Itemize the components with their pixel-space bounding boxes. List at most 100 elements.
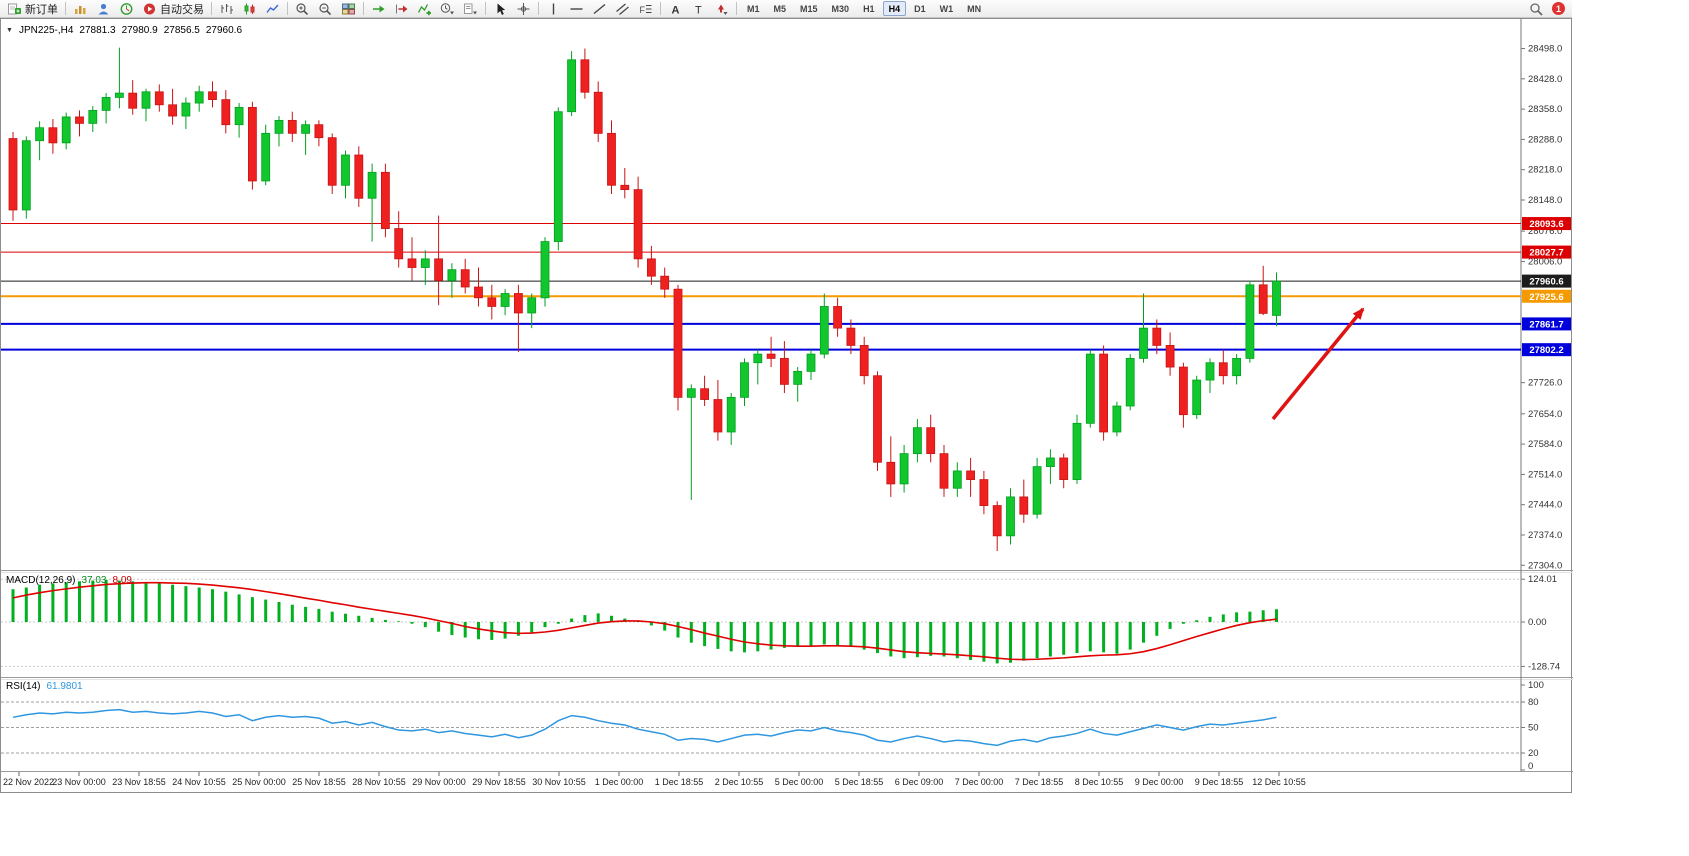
chart-shift-button[interactable] xyxy=(390,1,413,17)
autotrading-icon xyxy=(142,2,157,16)
profiles-icon xyxy=(96,2,111,16)
main-toolbar: 新订单 自动交易 F A T M1 M5 M15 M30 H1 H4 D1 W1 MN 1 xyxy=(0,0,1572,18)
horizontal-line-icon xyxy=(569,2,584,16)
svg-text:25 Nov 18:55: 25 Nov 18:55 xyxy=(292,777,346,787)
autotrading-button-label: 自动交易 xyxy=(160,3,204,16)
timeframe-w1[interactable]: W1 xyxy=(939,3,954,14)
new-order-icon xyxy=(7,2,22,16)
toolbar-separator xyxy=(538,2,539,15)
chart-window: 28498.0 28428.0 28358.0 28288.0 28218.0 28148… xyxy=(0,18,1573,794)
vertical-line-icon xyxy=(546,2,561,16)
svg-text:25 Nov 00:00: 25 Nov 00:00 xyxy=(232,777,286,787)
timeframe-m30[interactable]: M30 xyxy=(831,3,850,14)
svg-text:27925.6: 27925.6 xyxy=(1529,292,1563,303)
arrows-icon xyxy=(714,2,729,16)
level-line-28027.7[interactable]: 28027.7 xyxy=(1,245,1571,259)
svg-text:F: F xyxy=(640,5,646,15)
svg-text:100: 100 xyxy=(1528,680,1544,691)
periods-button[interactable] xyxy=(436,1,459,17)
svg-text:8 Dec 10:55: 8 Dec 10:55 xyxy=(1075,777,1124,787)
svg-text:0: 0 xyxy=(1528,761,1533,772)
new-chart-button[interactable] xyxy=(69,1,92,17)
arrows-button[interactable] xyxy=(710,1,733,17)
tile-windows-icon xyxy=(341,2,356,16)
svg-text:1 Dec 18:55: 1 Dec 18:55 xyxy=(655,777,704,787)
mt4-terminal: 新订单 自动交易 F A T M1 M5 M15 M30 H1 H4 D1 W1 MN 1 28498.0 2… xyxy=(0,0,1573,794)
vertical-line-button[interactable] xyxy=(542,1,565,17)
timeframe-h1[interactable]: H1 xyxy=(863,3,875,14)
level-lines[interactable]: 28093.6 28027.7 27960.6 27925.6 27861.7 27802… xyxy=(1,217,1571,357)
label-button[interactable]: T xyxy=(687,1,710,17)
svg-text:27444.0: 27444.0 xyxy=(1528,500,1562,511)
level-line-27861.7[interactable]: 27861.7 xyxy=(1,317,1571,331)
trend-arrow[interactable] xyxy=(1271,307,1365,421)
bar-chart-button[interactable] xyxy=(215,1,238,17)
svg-text:124.01: 124.01 xyxy=(1528,574,1557,585)
market-watch-button[interactable] xyxy=(115,1,138,17)
templates-button[interactable] xyxy=(459,1,482,17)
channel-button[interactable] xyxy=(611,1,634,17)
line-chart-button[interactable] xyxy=(261,1,284,17)
toolbar-separator xyxy=(736,2,737,15)
timeframe-m5[interactable]: M5 xyxy=(773,3,787,14)
svg-text:24 Nov 10:55: 24 Nov 10:55 xyxy=(172,777,226,787)
svg-text:27861.7: 27861.7 xyxy=(1529,319,1563,330)
zoom-out-icon xyxy=(318,2,333,16)
tile-windows-button[interactable] xyxy=(337,1,360,17)
level-line-27960.6[interactable]: 27960.6 xyxy=(1,274,1571,288)
zoom-in-icon xyxy=(295,2,310,16)
toolbar-separator xyxy=(363,2,364,15)
timeframe-h4[interactable]: H4 xyxy=(882,1,907,16)
autotrading-button[interactable]: 自动交易 xyxy=(138,1,208,17)
zoom-out-button[interactable] xyxy=(314,1,337,17)
crosshair-icon xyxy=(516,2,531,16)
svg-text:80: 80 xyxy=(1528,697,1539,708)
auto-scroll-icon xyxy=(371,2,386,16)
level-line-28093.6[interactable]: 28093.6 xyxy=(1,217,1571,231)
candlestick-chart-icon xyxy=(242,2,257,16)
text-icon: A xyxy=(668,2,683,16)
timeframe-d1[interactable]: D1 xyxy=(914,3,926,14)
zoom-in-button[interactable] xyxy=(291,1,314,17)
symbol-collapse-icon[interactable]: ▼ xyxy=(6,27,13,34)
market-watch-icon xyxy=(119,2,134,16)
candlestick-chart-button[interactable] xyxy=(238,1,261,17)
new-order-button[interactable]: 新订单 xyxy=(3,1,62,17)
toolbar-separator xyxy=(660,2,661,15)
search-button[interactable] xyxy=(1525,1,1548,17)
timeframe-m15[interactable]: M15 xyxy=(800,3,818,14)
svg-text:28027.7: 28027.7 xyxy=(1529,248,1563,259)
fibonacci-button[interactable]: F xyxy=(634,1,657,17)
auto-scroll-button[interactable] xyxy=(367,1,390,17)
new-chart-icon xyxy=(73,2,88,16)
indicators-add-button[interactable] xyxy=(413,1,436,17)
fibonacci-icon: F xyxy=(638,2,653,16)
svg-text:6 Dec 09:00: 6 Dec 09:00 xyxy=(895,777,944,787)
svg-text:27960.6: 27960.6 xyxy=(1529,277,1563,288)
svg-text:28498.0: 28498.0 xyxy=(1528,44,1562,55)
price-axis[interactable]: 28498.0 28428.0 28358.0 28288.0 28218.0 28148… xyxy=(1521,44,1562,572)
level-line-27925.6[interactable]: 27925.6 xyxy=(1,289,1571,303)
crosshair-button[interactable] xyxy=(512,1,535,17)
trendline-button[interactable] xyxy=(588,1,611,17)
timeframe-m1[interactable]: M1 xyxy=(747,3,760,14)
timeframe-mn[interactable]: MN xyxy=(967,3,982,14)
horizontal-line-button[interactable] xyxy=(565,1,588,17)
profiles-button[interactable] xyxy=(92,1,115,17)
svg-text:23 Nov 18:55: 23 Nov 18:55 xyxy=(112,777,166,787)
svg-text:-128.74: -128.74 xyxy=(1528,661,1560,672)
svg-text:28076.0: 28076.0 xyxy=(1528,226,1562,237)
svg-text:28148.0: 28148.0 xyxy=(1528,195,1562,206)
cursor-button[interactable] xyxy=(489,1,512,17)
svg-text:28 Nov 10:55: 28 Nov 10:55 xyxy=(352,777,406,787)
chart-canvas[interactable]: 28498.0 28428.0 28358.0 28288.0 28218.0 28148… xyxy=(1,19,1573,794)
svg-text:27304.0: 27304.0 xyxy=(1528,560,1562,571)
periods-icon xyxy=(440,2,455,16)
svg-text:1 Dec 00:00: 1 Dec 00:00 xyxy=(595,777,644,787)
text-button[interactable]: A xyxy=(664,1,687,17)
notification-badge[interactable]: 1 xyxy=(1552,2,1565,15)
rsi-panel: 100 80 50 20 0 xyxy=(1,680,1544,772)
svg-text:27514.0: 27514.0 xyxy=(1528,469,1562,480)
level-line-27802.2[interactable]: 27802.2 xyxy=(1,343,1571,357)
